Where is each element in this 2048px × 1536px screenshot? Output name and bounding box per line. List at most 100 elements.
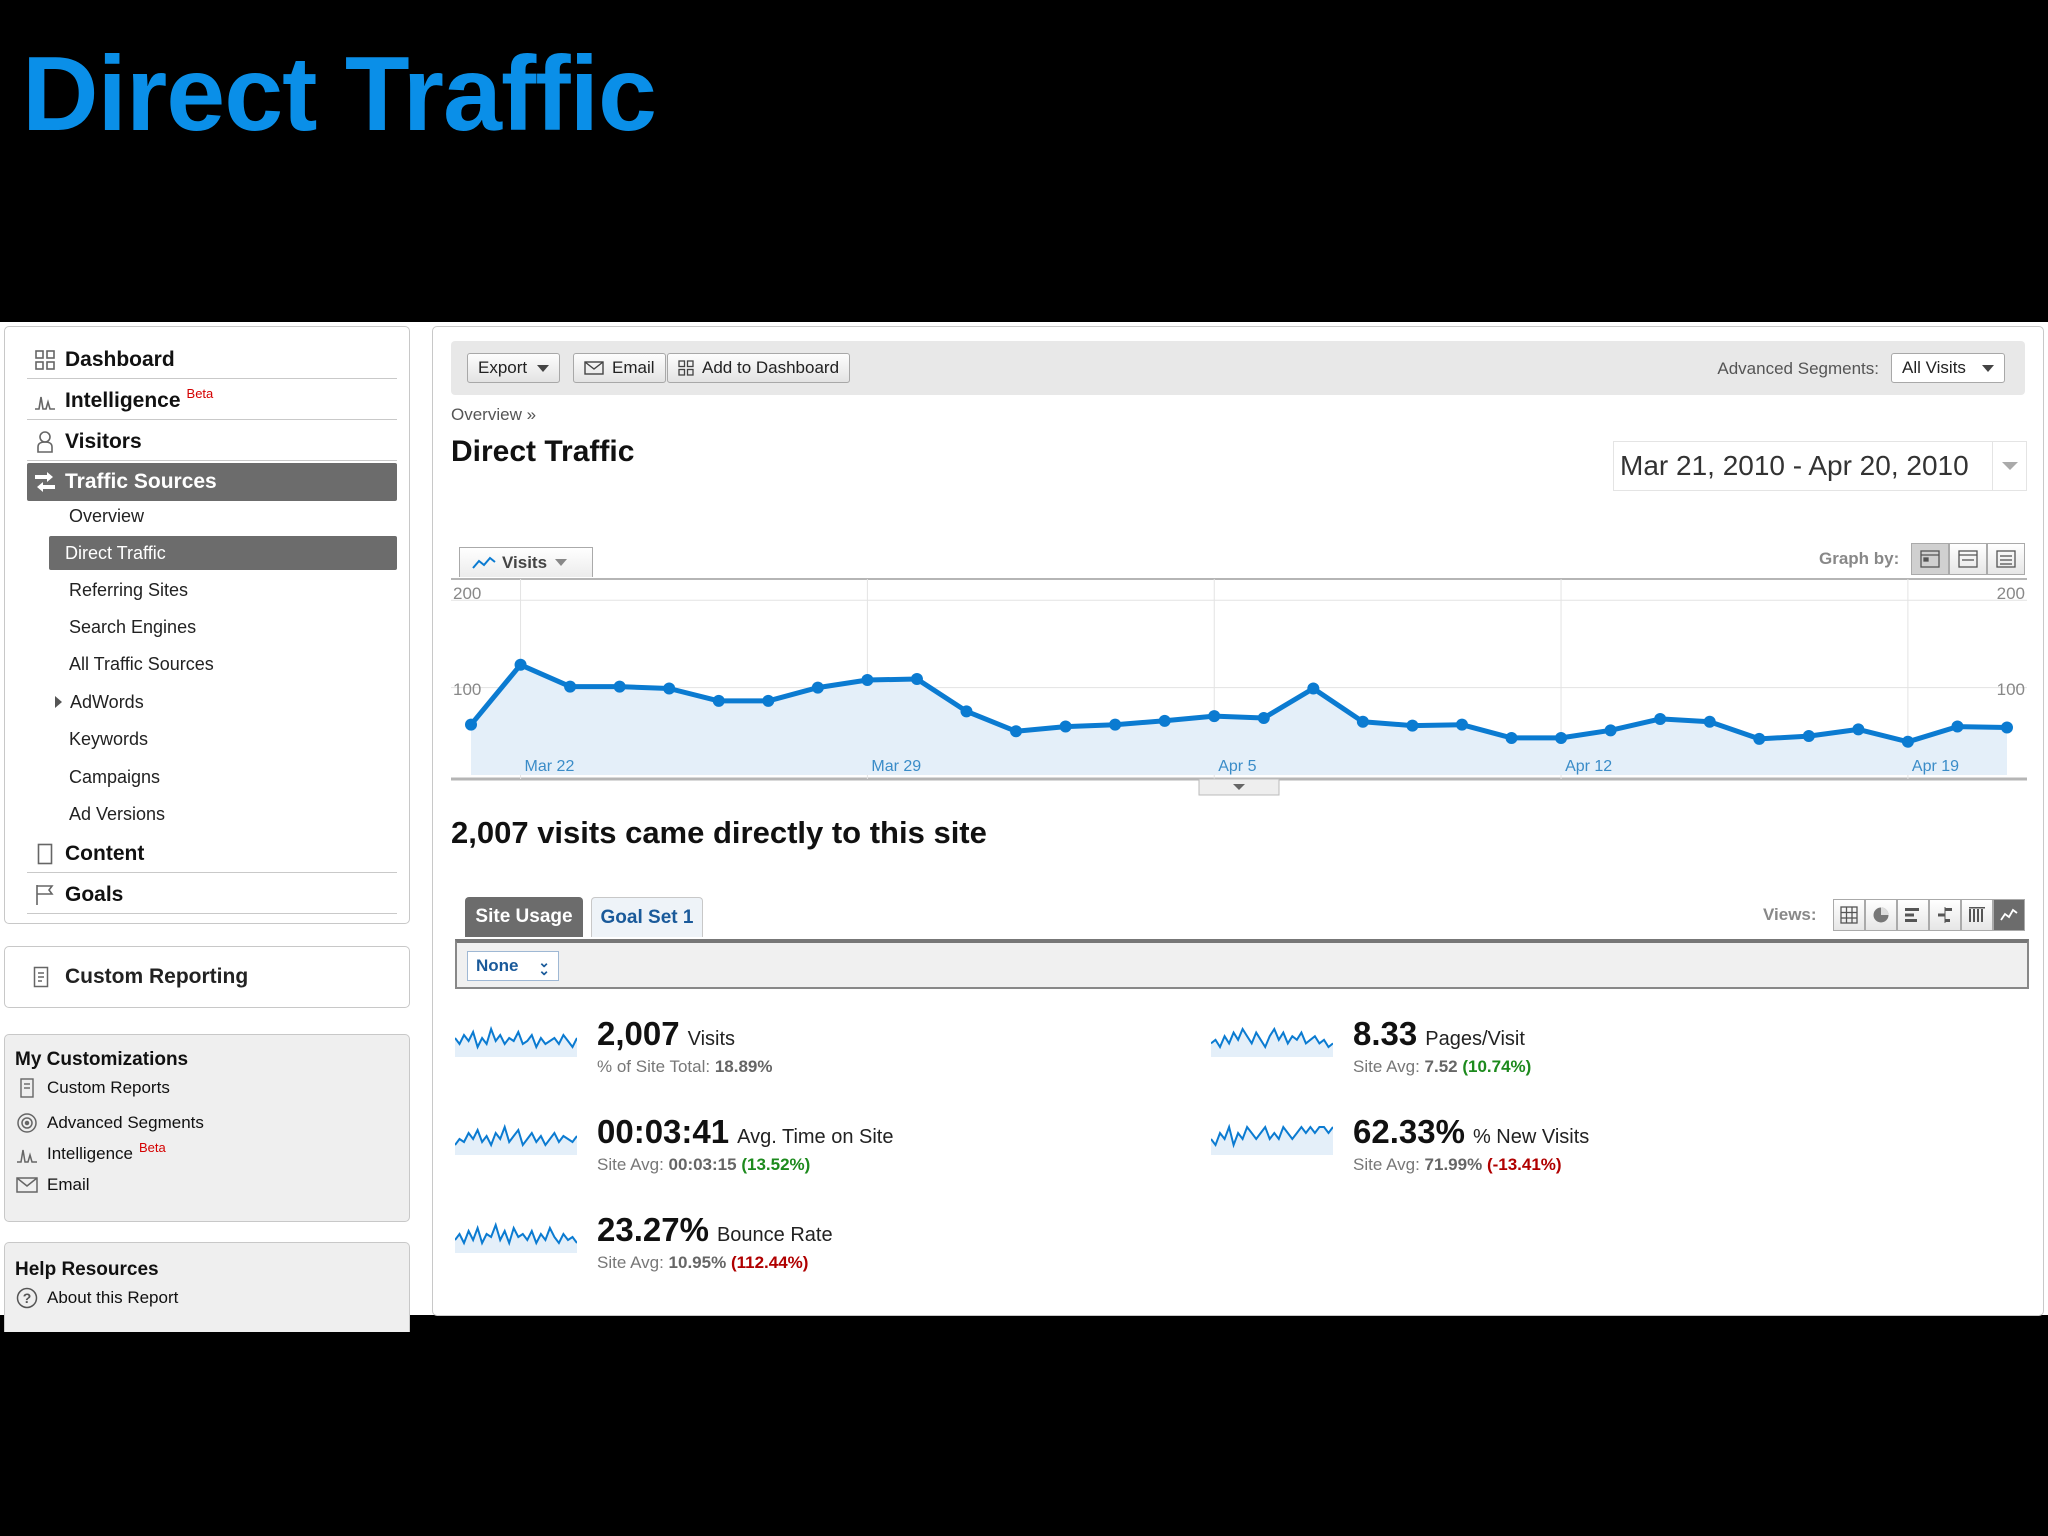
- date-range-picker[interactable]: Mar 21, 2010 - Apr 20, 2010: [1613, 441, 2027, 491]
- expand-triangle-icon[interactable]: [55, 696, 62, 708]
- data-point-30[interactable]: [1951, 720, 1964, 733]
- data-point-18[interactable]: [1356, 715, 1369, 728]
- bounce-rate-sparkline: [455, 1221, 577, 1253]
- sub-item-direct-traffic[interactable]: Direct Traffic: [49, 536, 397, 570]
- data-point-3[interactable]: [613, 680, 626, 693]
- data-point-13[interactable]: [1109, 718, 1122, 731]
- dashboard-grid-icon: [31, 348, 59, 372]
- pivot-icon: [1969, 907, 1985, 922]
- data-point-23[interactable]: [1604, 724, 1617, 737]
- visitor-person-icon: [31, 430, 59, 454]
- data-point-17[interactable]: [1307, 682, 1320, 695]
- add-to-dashboard-button[interactable]: Add to Dashboard: [667, 353, 851, 383]
- nav-item-goals[interactable]: Goals: [27, 876, 397, 914]
- sparkline-line: [1211, 1026, 1333, 1050]
- sub-item-keywords[interactable]: Keywords: [69, 728, 149, 749]
- custom-reports-link[interactable]: Custom Reports: [15, 1077, 170, 1099]
- nav-item-dashboard[interactable]: Dashboard: [27, 341, 397, 379]
- email-link[interactable]: Email: [15, 1174, 90, 1196]
- sparkline-line: [455, 1221, 577, 1247]
- content-page-icon: [31, 842, 59, 866]
- data-point-19[interactable]: [1406, 719, 1419, 732]
- graph-by-month-button[interactable]: [1987, 543, 2025, 575]
- sub-item-overview[interactable]: Overview: [69, 505, 145, 526]
- sub-item-referring-sites[interactable]: Referring Sites: [69, 579, 189, 600]
- data-point-12[interactable]: [1059, 720, 1072, 733]
- segments-target-icon: [15, 1112, 39, 1134]
- data-point-21[interactable]: [1505, 731, 1518, 744]
- view-term-cloud-button[interactable]: [1961, 899, 1993, 931]
- chart-collapse-handle[interactable]: [1198, 778, 1280, 796]
- sparkline-line: [455, 1123, 577, 1148]
- data-point-9[interactable]: [910, 673, 923, 686]
- beta-badge: Beta: [186, 386, 214, 401]
- graph-by-week-button[interactable]: [1949, 543, 1987, 575]
- sub-item-all-traffic-sources[interactable]: All Traffic Sources: [69, 653, 214, 674]
- nav-item-label: Intelligence: [65, 388, 181, 412]
- chevron-down-icon[interactable]: [1992, 442, 2026, 490]
- data-point-5[interactable]: [712, 694, 725, 707]
- svg-text:?: ?: [23, 1290, 32, 1306]
- data-point-24[interactable]: [1654, 712, 1667, 725]
- chevron-down-icon: [1982, 364, 1994, 372]
- y-tick-label-right: 200: [1997, 584, 2025, 603]
- advanced-segments-select[interactable]: All Visits: [1891, 353, 2005, 383]
- data-point-28[interactable]: [1852, 723, 1865, 736]
- sub-item-ad-versions[interactable]: Ad Versions: [69, 803, 166, 824]
- graph-by-day-button[interactable]: [1911, 543, 1949, 575]
- data-point-7[interactable]: [811, 681, 824, 694]
- data-point-1[interactable]: [514, 658, 527, 671]
- view-table-button[interactable]: [1833, 899, 1865, 931]
- data-point-29[interactable]: [1901, 735, 1914, 748]
- custom-reporting-link[interactable]: Custom Reporting: [4, 946, 410, 1008]
- breadcrumb[interactable]: Overview »: [451, 405, 537, 424]
- sub-item-adwords[interactable]: AdWords: [49, 685, 397, 719]
- chart-labels: 200 200 100 100 Mar 22 Mar 29 Apr 5 Apr 12 Apr 1…: [453, 584, 2025, 796]
- data-point-10[interactable]: [960, 705, 973, 718]
- email-button[interactable]: Email: [573, 353, 666, 383]
- data-point-27[interactable]: [1802, 730, 1815, 743]
- envelope-icon: [584, 361, 604, 375]
- intelligence-chart-icon: [31, 389, 59, 413]
- data-point-22[interactable]: [1555, 731, 1568, 744]
- view-performance-button[interactable]: [1897, 899, 1929, 931]
- data-point-14[interactable]: [1158, 714, 1171, 727]
- nav-item-content[interactable]: Content: [27, 835, 397, 873]
- sub-item-search-engines[interactable]: Search Engines: [69, 616, 197, 637]
- data-point-16[interactable]: [1257, 712, 1270, 724]
- segment-select[interactable]: None ⌄ ⌄: [467, 951, 559, 981]
- data-point-20[interactable]: [1455, 718, 1468, 731]
- time-on-site-sparkline: [455, 1123, 577, 1155]
- tab-goal-set-1[interactable]: Goal Set 1: [591, 897, 703, 937]
- chart-points: [465, 658, 2013, 748]
- view-pie-button[interactable]: [1865, 899, 1897, 931]
- data-point-4[interactable]: [663, 682, 676, 695]
- nav-item-intelligence[interactable]: Intelligence Beta: [27, 382, 397, 420]
- data-point-2[interactable]: [564, 680, 577, 693]
- data-point-15[interactable]: [1208, 710, 1221, 723]
- data-point-11[interactable]: [1010, 725, 1023, 738]
- nav-item-label: Dashboard: [65, 347, 175, 371]
- help-resources-panel: Help Resources ? About this Report: [4, 1242, 410, 1332]
- comparison-icon: [1938, 907, 1952, 923]
- graph-metric-select[interactable]: Visits: [459, 547, 593, 577]
- tab-site-usage[interactable]: Site Usage: [465, 897, 583, 937]
- intelligence-link[interactable]: Intelligence Beta: [15, 1140, 166, 1165]
- data-point-25[interactable]: [1703, 715, 1716, 728]
- view-trend-button[interactable]: [1993, 899, 2025, 931]
- data-point-6[interactable]: [762, 694, 775, 707]
- report-page-icon: [27, 966, 55, 988]
- data-point-26[interactable]: [1753, 732, 1766, 745]
- advanced-segments-link[interactable]: Advanced Segments: [15, 1112, 204, 1134]
- view-comparison-button[interactable]: [1929, 899, 1961, 931]
- segment-bar: None ⌄ ⌄: [455, 939, 2029, 989]
- x-tick-label: Mar 29: [871, 758, 921, 775]
- export-button[interactable]: Export: [467, 353, 561, 383]
- data-point-0[interactable]: [465, 718, 477, 731]
- sub-item-campaigns[interactable]: Campaigns: [69, 766, 161, 787]
- nav-item-traffic-sources[interactable]: Traffic Sources: [27, 463, 397, 501]
- about-report-link[interactable]: ? About this Report: [15, 1287, 178, 1309]
- data-point-31[interactable]: [2001, 721, 2013, 734]
- data-point-8[interactable]: [861, 674, 874, 686]
- nav-item-visitors[interactable]: Visitors: [27, 423, 397, 461]
